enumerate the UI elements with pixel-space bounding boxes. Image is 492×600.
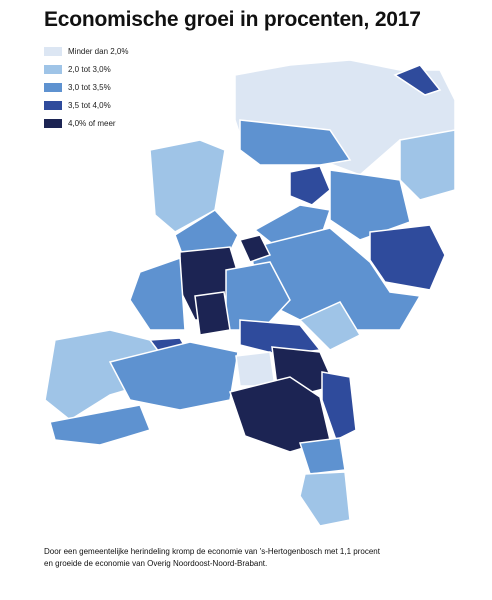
footnote-line: en groeide de economie van Overig Noordo… (44, 559, 268, 568)
footnote: Door een gemeentelijke herindeling kromp… (44, 546, 380, 570)
region (321, 371, 357, 442)
region (369, 224, 446, 291)
legend-swatch (44, 82, 62, 92)
region (49, 404, 152, 446)
region (129, 256, 186, 331)
region (235, 351, 276, 387)
region (289, 165, 331, 206)
legend-label: 4,0% of meer (68, 118, 116, 128)
legend-label: 3,0 tot 3,5% (68, 82, 111, 92)
region (298, 301, 362, 351)
region (239, 119, 352, 166)
region (194, 291, 231, 336)
legend-swatch (44, 118, 62, 128)
legend-swatch (44, 64, 62, 74)
legend-label: 2,0 tot 3,0% (68, 64, 111, 74)
legend-item: Minder dan 2,0% (44, 42, 128, 60)
region (238, 234, 272, 263)
footnote-line: Door een gemeentelijke herindeling kromp… (44, 547, 380, 556)
region (299, 437, 346, 475)
legend-item: 3,5 tot 4,0% (44, 96, 128, 114)
region (108, 341, 239, 411)
legend-label: Minder dan 2,0% (68, 46, 129, 56)
legend-label: 3,5 tot 4,0% (68, 100, 111, 110)
legend-item: 2,0 tot 3,0% (44, 60, 128, 78)
legend-swatch (44, 100, 62, 110)
region (393, 64, 442, 96)
title: Economische groei in procenten, 2017 (44, 8, 421, 31)
region (399, 129, 456, 201)
legend-item: 4,0% of meer (44, 114, 128, 132)
region (299, 471, 351, 527)
legend-swatch (44, 46, 62, 56)
legend-item: 3,0 tot 3,5% (44, 78, 128, 96)
legend: Minder dan 2,0% 2,0 tot 3,0% 3,0 tot 3,5% 3… (44, 42, 128, 132)
